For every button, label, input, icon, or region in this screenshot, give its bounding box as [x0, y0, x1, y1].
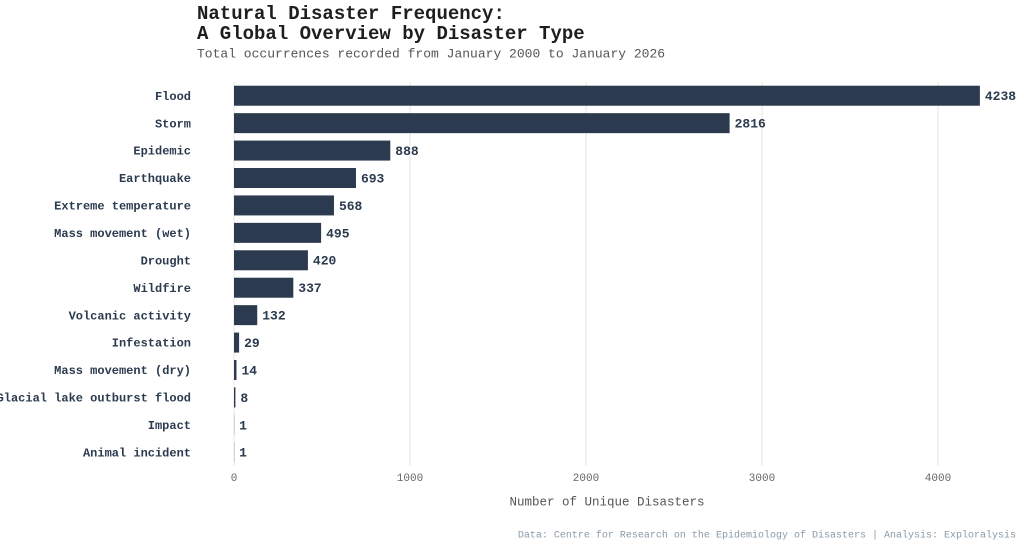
x-tick-label: 4000: [925, 473, 951, 485]
value-label: 132: [262, 309, 286, 324]
x-tick-label: 0: [231, 473, 238, 485]
x-axis-title: Number of Unique Disasters: [509, 495, 704, 509]
x-tick-label: 1000: [397, 473, 423, 485]
value-label: 8: [240, 391, 248, 406]
bar: [234, 305, 258, 326]
y-tick-label: Wildfire: [133, 282, 191, 296]
value-label: 14: [241, 363, 257, 378]
value-label: 2816: [735, 117, 766, 132]
y-tick-label: Mass movement (dry): [54, 364, 191, 378]
value-label: 337: [298, 281, 321, 296]
value-label: 4238: [985, 89, 1016, 104]
value-label: 495: [326, 226, 350, 241]
y-tick-label: Earthquake: [119, 172, 191, 186]
y-tick-label: Volcanic activity: [69, 309, 191, 323]
value-label: 1: [239, 418, 247, 433]
bar: [234, 195, 334, 216]
bar: [234, 387, 236, 408]
value-label: 1: [239, 446, 247, 461]
value-label: 693: [361, 171, 385, 186]
value-label: 29: [244, 336, 260, 351]
bar: [234, 140, 391, 161]
x-tick-label: 3000: [749, 473, 775, 485]
value-label: 568: [339, 199, 363, 214]
x-tick-label: 2000: [573, 473, 599, 485]
chart-title-line: Natural Disaster Frequency:: [197, 3, 505, 25]
bar: [234, 85, 980, 106]
y-tick-label: Drought: [141, 254, 191, 268]
value-label: 888: [395, 144, 419, 159]
chart-subtitle: Total occurrences recorded from January …: [197, 46, 665, 61]
y-tick-label: Storm: [155, 117, 191, 131]
caption: Data: Centre for Research on the Epidemi…: [518, 530, 1016, 542]
value-label: 420: [313, 254, 337, 269]
y-tick-label: Flood: [155, 90, 191, 104]
chart-title-line: A Global Overview by Disaster Type: [197, 23, 585, 45]
y-tick-label: Epidemic: [133, 145, 191, 159]
bar: [234, 360, 237, 380]
bar: [234, 222, 322, 243]
y-tick-label: Impact: [148, 419, 191, 433]
y-tick-label: Infestation: [112, 337, 191, 351]
y-tick-label: Extreme temperature: [54, 200, 191, 214]
y-tick-label: Glacial lake outburst flood: [0, 392, 191, 406]
y-tick-label: Animal incident: [83, 446, 191, 460]
bar: [234, 113, 730, 134]
bar: [234, 277, 294, 298]
bar: [234, 250, 308, 271]
bar: [234, 168, 356, 188]
bar: [234, 332, 240, 353]
y-tick-label: Mass movement (wet): [54, 227, 191, 241]
